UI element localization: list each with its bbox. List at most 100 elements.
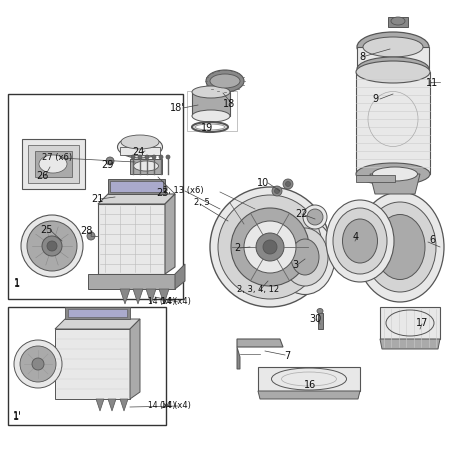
Ellipse shape — [27, 221, 77, 272]
Ellipse shape — [362, 38, 422, 58]
Ellipse shape — [290, 239, 318, 276]
Text: 3: 3 — [291, 259, 297, 269]
Ellipse shape — [159, 156, 163, 160]
Polygon shape — [28, 146, 79, 184]
Text: 1': 1' — [13, 411, 21, 421]
Ellipse shape — [217, 196, 321, 299]
Text: 9: 9 — [371, 94, 377, 104]
Polygon shape — [120, 147, 160, 156]
Ellipse shape — [32, 358, 44, 370]
Polygon shape — [236, 339, 282, 347]
Polygon shape — [133, 290, 143, 304]
Ellipse shape — [131, 156, 135, 160]
Ellipse shape — [356, 33, 428, 63]
Ellipse shape — [390, 18, 404, 26]
Ellipse shape — [152, 156, 156, 160]
Text: 2, 5: 2, 5 — [193, 198, 209, 207]
Polygon shape — [159, 290, 169, 304]
Ellipse shape — [244, 221, 295, 273]
Ellipse shape — [274, 220, 334, 295]
Text: 11: 11 — [425, 78, 437, 88]
Text: 2: 2 — [233, 243, 239, 253]
Ellipse shape — [355, 193, 443, 302]
Text: 16: 16 — [303, 379, 315, 389]
Ellipse shape — [325, 201, 393, 282]
Ellipse shape — [87, 232, 95, 240]
Polygon shape — [110, 182, 163, 193]
Ellipse shape — [42, 236, 62, 257]
Polygon shape — [369, 175, 419, 194]
Text: 18: 18 — [222, 99, 235, 109]
Ellipse shape — [106, 158, 114, 166]
Text: 30: 30 — [308, 313, 320, 323]
Text: 1: 1 — [14, 277, 20, 287]
Ellipse shape — [262, 240, 276, 254]
Ellipse shape — [192, 87, 230, 99]
Text: 2, 3, 4, 12: 2, 3, 4, 12 — [236, 285, 278, 294]
Text: 18': 18' — [169, 103, 184, 113]
Polygon shape — [120, 290, 130, 304]
Polygon shape — [258, 391, 359, 399]
Polygon shape — [96, 399, 104, 411]
Ellipse shape — [166, 156, 170, 160]
Polygon shape — [108, 399, 116, 411]
Polygon shape — [55, 329, 130, 399]
Ellipse shape — [255, 234, 283, 262]
Polygon shape — [146, 290, 156, 304]
Polygon shape — [379, 307, 439, 339]
Ellipse shape — [285, 182, 290, 187]
Polygon shape — [65, 307, 130, 319]
Ellipse shape — [282, 179, 292, 189]
Ellipse shape — [138, 156, 142, 160]
Text: 25: 25 — [41, 225, 53, 235]
Text: 14 (x4): 14 (x4) — [148, 297, 175, 306]
Ellipse shape — [281, 229, 327, 286]
Text: 10: 10 — [256, 178, 268, 188]
Polygon shape — [236, 347, 239, 369]
Text: 14 (x4): 14 (x4) — [148, 400, 175, 410]
Text: 26: 26 — [36, 170, 48, 180]
Ellipse shape — [306, 210, 322, 226]
Polygon shape — [22, 140, 85, 189]
Ellipse shape — [355, 62, 429, 84]
Polygon shape — [318, 313, 322, 329]
Polygon shape — [192, 93, 230, 117]
Polygon shape — [68, 309, 127, 318]
Bar — [187, 92, 236, 132]
Ellipse shape — [117, 137, 162, 159]
Polygon shape — [35, 152, 72, 178]
Text: 14 (x4): 14 (x4) — [161, 400, 190, 410]
Polygon shape — [130, 319, 140, 399]
Polygon shape — [98, 205, 165, 274]
Ellipse shape — [206, 71, 244, 93]
Ellipse shape — [133, 161, 158, 172]
Ellipse shape — [356, 58, 428, 82]
Text: 6: 6 — [428, 235, 434, 244]
Polygon shape — [165, 194, 175, 274]
Text: 24: 24 — [132, 147, 144, 156]
Ellipse shape — [363, 202, 435, 292]
Text: 17: 17 — [415, 318, 427, 327]
Ellipse shape — [145, 156, 149, 160]
Text: 27 (x6): 27 (x6) — [42, 153, 72, 162]
Ellipse shape — [39, 156, 67, 174]
Polygon shape — [258, 367, 359, 391]
Ellipse shape — [121, 136, 159, 150]
Ellipse shape — [14, 340, 62, 388]
Ellipse shape — [332, 208, 386, 274]
Text: 21: 21 — [91, 193, 103, 203]
Polygon shape — [355, 73, 429, 175]
Ellipse shape — [210, 188, 329, 307]
Polygon shape — [379, 339, 439, 349]
Ellipse shape — [20, 346, 56, 382]
Ellipse shape — [47, 241, 57, 252]
Text: 29: 29 — [101, 160, 113, 170]
Text: 1: 1 — [14, 278, 20, 288]
Polygon shape — [175, 264, 184, 290]
Polygon shape — [130, 160, 161, 175]
Polygon shape — [98, 194, 175, 205]
Polygon shape — [355, 175, 394, 183]
Text: 28: 28 — [80, 226, 92, 235]
Ellipse shape — [274, 189, 279, 194]
Polygon shape — [387, 18, 407, 28]
